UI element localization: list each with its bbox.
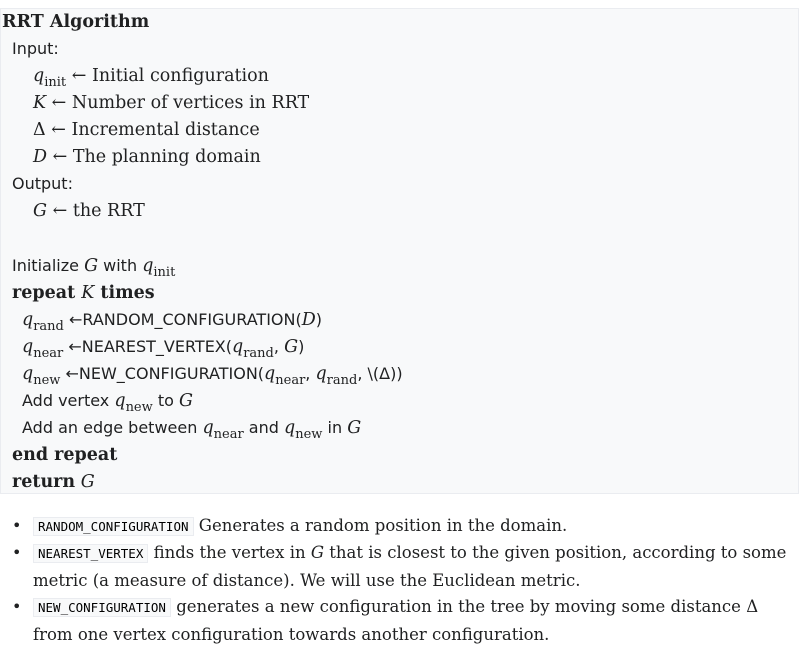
note-body: NEAREST_VERTEX finds the vertex in G tha… [33,539,793,594]
add-vertex-text: Add vertex [22,391,110,410]
bullet: • [12,597,22,616]
end-repeat: end repeat [12,445,118,465]
var-g: G [284,337,299,357]
add-edge-line: Add an edge between qnear and qnew in G [22,417,361,446]
sub-near: near [213,427,244,442]
bullet: • [12,543,22,562]
var-q: q [142,256,154,276]
delta-symbol: Δ [33,120,46,140]
var-q: q [22,364,34,384]
input-k: K ← Number of vertices in RRT [33,92,309,114]
delta-symbol: Δ [746,597,759,616]
note-text: finds the vertex in [153,543,306,562]
near-line: qnear ←NEAREST_VERTEX(qrand, G) [22,336,304,365]
in-text: in [327,418,343,437]
new-line: qnew ←NEW_CONFIGURATION(qnear, qrand, \(… [22,363,403,392]
var-g: G [179,391,193,411]
add-vertex-line: Add vertex qnew to G [22,390,193,419]
sub-rand: rand [33,319,64,334]
bullet: • [12,516,22,535]
arrow: ← [52,201,68,221]
var-q: q [232,337,244,357]
var-q: q [284,418,296,438]
sub-rand: rand [326,373,358,388]
sub-new: new [125,400,153,415]
note-text: from one vertex configuration towards an… [33,625,550,644]
note-text: that is closest to the given position, a… [33,543,787,590]
times-keyword: times [100,283,155,303]
init-text: Initialize [12,256,79,275]
input-desc: Incremental distance [71,120,260,140]
func-name: RANDOM_CONFIGURATION( [82,310,302,329]
input-delta: Δ ← Incremental distance [33,119,260,141]
var-q: q [33,66,45,86]
sub-near: near [275,373,306,388]
var-q: q [202,418,214,438]
var-g: G [347,418,362,438]
arrow: ← [51,120,66,140]
code-new-configuration: NEW_CONFIGURATION [33,598,171,617]
input-desc: Initial configuration [91,66,269,86]
sub-init: init [153,265,176,280]
output-desc: the RRT [72,201,145,221]
var-q: q [22,337,34,357]
to-text: to [157,391,174,410]
arrow: ← [68,310,83,329]
comma: , [305,364,311,383]
var-q: q [22,310,34,330]
var-d: D [301,310,316,330]
sub-new: new [295,427,323,442]
arrow: ← [68,337,82,356]
rand-line: qrand ←RANDOM_CONFIGURATION(D) [22,309,322,338]
output-label: Output: [12,174,73,193]
return-line: return G [12,471,95,493]
sub-init: init [44,75,67,90]
note-text: Generates a random position in the domai… [198,516,568,535]
input-desc: Number of vertices in RRT [71,93,310,113]
return-keyword: return [12,472,76,492]
delta-arg: \(Δ)) [367,364,403,383]
with-text: with [103,256,138,275]
close-paren: ) [315,310,322,329]
algorithm-box: RRT Algorithm Input: qinit ← Initial con… [0,8,799,494]
var-q: q [114,391,126,411]
and-text: and [248,418,279,437]
arrow: ← [51,93,67,113]
repeat-keyword: repeat [12,283,76,303]
var-q: q [264,364,276,384]
input-qinit: qinit ← Initial configuration [33,65,269,94]
var-g: G [33,201,47,221]
var-g: G [310,543,325,562]
var-k: K [81,283,95,303]
input-d: D ← The planning domain [33,146,261,168]
output-g: G ← the RRT [33,200,145,222]
var-g: G [84,256,99,276]
func-name: NEW_CONFIGURATION( [78,364,265,383]
var-q: q [315,364,327,384]
sub-rand: rand [243,346,274,361]
sub-new: new [33,373,61,388]
var-d: D [33,147,48,167]
repeat-line: repeat K times [12,282,155,304]
var-g: G [80,472,95,492]
code-nearest-vertex: NEAREST_VERTEX [33,544,149,563]
note-text: generates a new configuration in the tre… [176,597,741,616]
comma: , [273,337,279,356]
var-k: K [33,93,47,113]
init-line: Initialize G with qinit [12,255,175,284]
note-body: NEW_CONFIGURATION generates a new config… [33,593,793,648]
arrow: ← [52,147,68,167]
arrow: ← [65,364,79,383]
add-edge-text: Add an edge between [22,418,198,437]
input-label: Input: [12,39,59,58]
input-desc: The planning domain [72,147,261,167]
sub-near: near [33,346,64,361]
note-body: RANDOM_CONFIGURATION Generates a random … [33,512,793,540]
arrow: ← [71,66,87,86]
close-paren: ) [298,337,305,356]
func-name: NEAREST_VERTEX( [81,337,233,356]
code-random-configuration: RANDOM_CONFIGURATION [33,517,194,536]
comma: , [357,364,363,383]
algorithm-title: RRT Algorithm [2,12,150,32]
